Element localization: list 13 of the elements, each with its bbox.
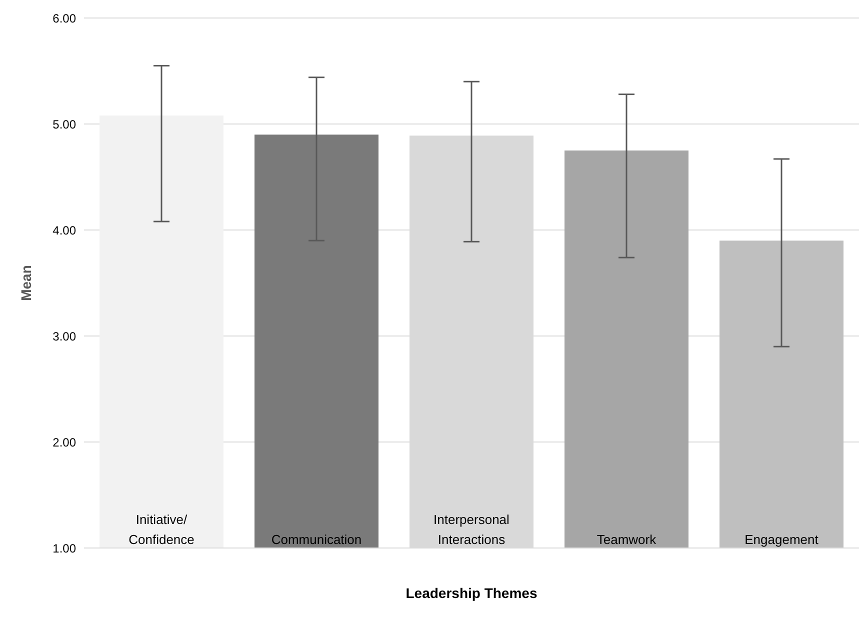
y-tick-label: 5.00 [52, 117, 76, 132]
x-tick-label: Teamwork [596, 532, 657, 547]
y-tick-label: 6.00 [52, 11, 76, 26]
x-tick-label: Communication [271, 532, 362, 547]
x-tick-label: Interpersonal Interactions [434, 512, 510, 547]
y-tick-label: 1.00 [52, 541, 76, 556]
y-tick-label: 3.00 [52, 329, 76, 344]
x-tick-label: Initiative/ Confidence [128, 512, 194, 547]
x-axis-title: Leadership Themes [406, 585, 538, 601]
y-tick-label: 4.00 [52, 223, 76, 238]
y-tick-label: 2.00 [52, 435, 76, 450]
x-tick-label: Engagement [744, 532, 819, 547]
y-axis-title: Mean [18, 265, 34, 301]
